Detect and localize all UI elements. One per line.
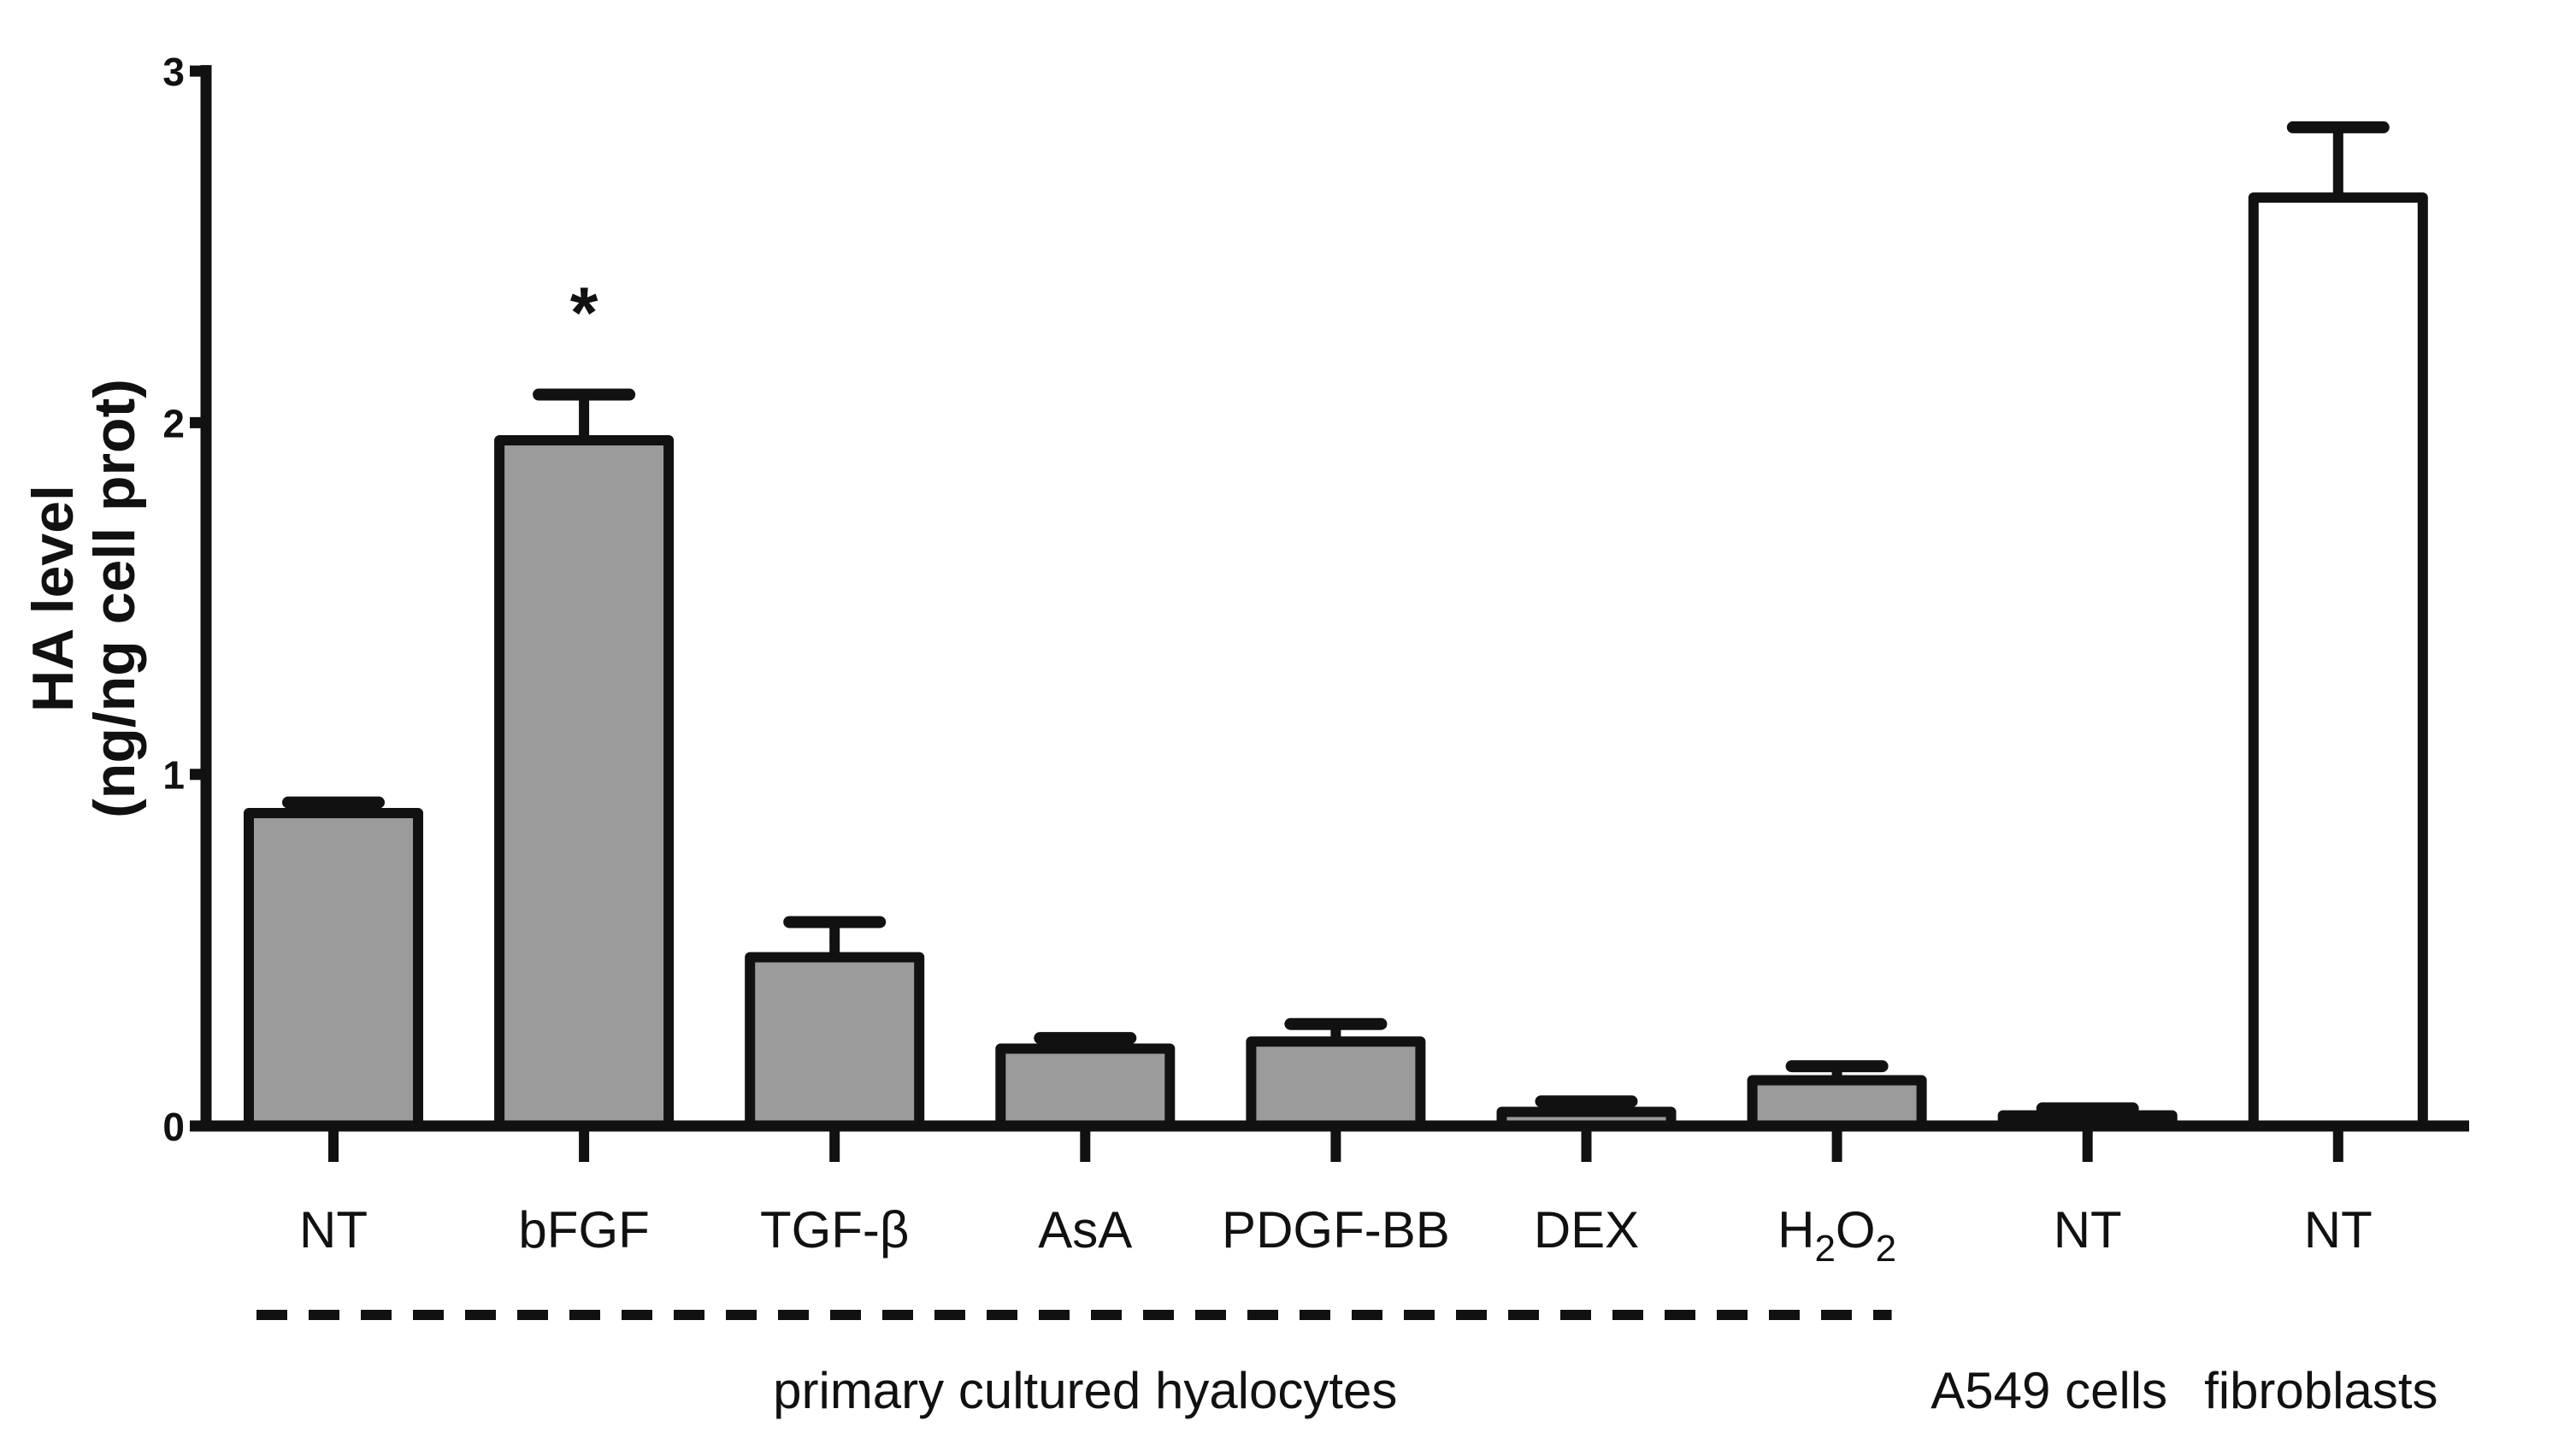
category-label-nt: NT: [2304, 1201, 2373, 1259]
category-label-nt: NT: [299, 1201, 368, 1259]
category-label-dex: DEX: [1534, 1201, 1639, 1259]
significance-asterisk: *: [570, 272, 598, 352]
bar-4: [1246, 1036, 1426, 1131]
category-label-h2o2: H2O2: [1777, 1201, 1896, 1270]
bar-2: [745, 952, 925, 1132]
y-tick-label-0: 0: [162, 1105, 185, 1149]
bar-1: [494, 434, 675, 1131]
y-axis-title-line-1: HA level: [21, 485, 85, 712]
y-axis-title-line-2: (ng/ng cell prot): [82, 379, 147, 818]
bar-3: [995, 1043, 1176, 1132]
bar-0: [244, 807, 423, 1131]
category-label-nt: NT: [2054, 1201, 2122, 1259]
category-label-tgf-β: TGF-β: [760, 1201, 909, 1259]
bar-8: [2248, 192, 2428, 1132]
group-label-0: primary cultured hyalocytes: [773, 1362, 1397, 1419]
y-tick-label-3: 3: [162, 50, 185, 94]
y-tick-label-1: 1: [162, 753, 185, 798]
category-label-pdgf-bb: PDGF-BB: [1222, 1201, 1450, 1259]
category-label-asa: AsA: [1038, 1201, 1132, 1259]
group-label-2: fibroblasts: [2204, 1362, 2437, 1419]
group-label-1: A549 cells: [1931, 1362, 2167, 1419]
bar-6: [1747, 1075, 1927, 1132]
category-label-bfgf: bFGF: [518, 1201, 649, 1259]
y-tick-label-2: 2: [162, 401, 185, 445]
